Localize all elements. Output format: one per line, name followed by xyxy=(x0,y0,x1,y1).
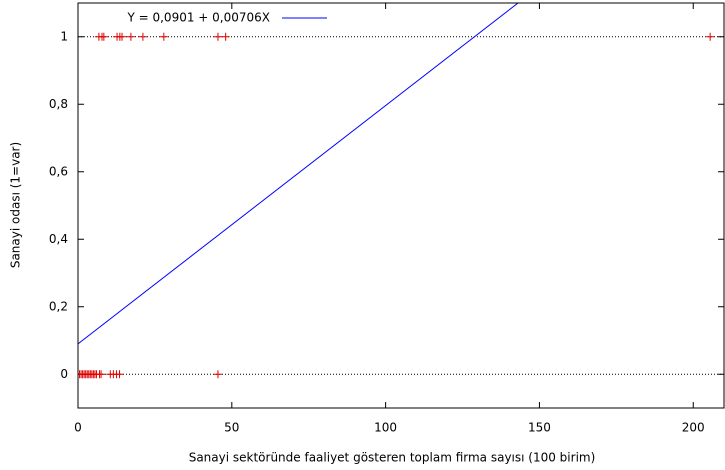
x-tick-label: 0 xyxy=(74,421,82,435)
x-tick-label: 200 xyxy=(682,421,705,435)
y-tick-label: 1 xyxy=(60,29,68,43)
x-tick-label: 50 xyxy=(224,421,239,435)
x-tick-label: 100 xyxy=(374,421,397,435)
plot-area xyxy=(78,3,715,379)
point xyxy=(221,32,230,41)
point xyxy=(99,32,108,41)
point xyxy=(213,32,222,41)
x-tick-label: 150 xyxy=(528,421,551,435)
point xyxy=(126,32,135,41)
legend-label: Y = 0,0901 + 0,00706X xyxy=(126,11,270,25)
point xyxy=(159,32,168,41)
point xyxy=(115,370,124,379)
x-axis-label: Sanayi sektöründe faaliyet gösteren topl… xyxy=(189,451,596,465)
fit-line xyxy=(78,3,519,345)
plot-border xyxy=(77,2,725,409)
point xyxy=(213,370,222,379)
point xyxy=(117,32,126,41)
y-tick-label: 0,2 xyxy=(49,299,68,313)
point xyxy=(706,32,715,41)
y-tick-label: 0 xyxy=(60,367,68,381)
point xyxy=(138,32,147,41)
point xyxy=(97,370,106,379)
y-tick-label: 0,8 xyxy=(49,97,68,111)
y-axis-label: Sanayi odası (1=var) xyxy=(9,142,23,268)
y-tick-label: 0,6 xyxy=(49,164,68,178)
y-tick-label: 0,4 xyxy=(49,232,68,246)
